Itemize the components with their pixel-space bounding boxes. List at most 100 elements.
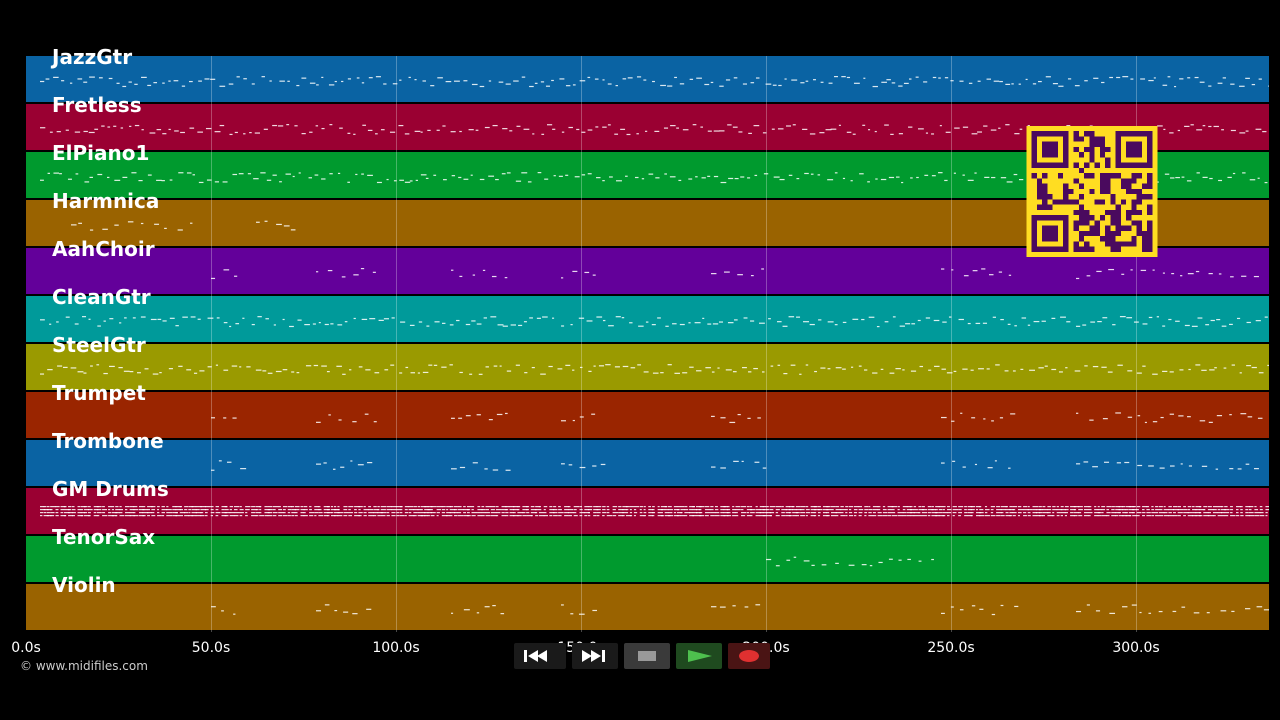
note <box>278 506 281 508</box>
note <box>449 506 454 508</box>
note <box>626 133 631 136</box>
note <box>300 515 305 517</box>
note <box>771 128 775 130</box>
note <box>773 176 780 178</box>
note <box>535 512 538 514</box>
note <box>122 176 128 178</box>
note <box>188 506 194 508</box>
stop-button[interactable] <box>624 643 670 669</box>
fast-forward-icon <box>582 650 605 662</box>
note <box>60 506 66 508</box>
note <box>1245 509 1249 511</box>
note <box>1169 413 1174 415</box>
note <box>918 512 921 514</box>
note <box>1192 515 1197 517</box>
note <box>663 127 669 129</box>
note <box>781 515 786 517</box>
grid-line <box>581 56 582 632</box>
note <box>538 512 544 514</box>
note <box>551 79 554 82</box>
note <box>399 79 402 81</box>
note <box>430 85 435 87</box>
note <box>264 506 268 508</box>
note <box>57 365 63 367</box>
note <box>699 512 703 514</box>
note <box>358 506 363 508</box>
note <box>1264 181 1268 184</box>
note <box>1230 129 1236 132</box>
play-button[interactable] <box>676 643 722 669</box>
note <box>1208 125 1212 128</box>
note <box>805 364 809 366</box>
note <box>459 130 462 133</box>
note <box>179 506 183 508</box>
note <box>1073 506 1080 508</box>
note <box>1239 132 1246 134</box>
note <box>282 512 286 514</box>
note <box>441 506 446 508</box>
note <box>505 469 511 471</box>
note <box>1136 509 1139 511</box>
note <box>587 515 591 517</box>
note <box>1076 463 1081 465</box>
note <box>424 512 429 514</box>
note <box>657 515 664 517</box>
note <box>77 506 81 508</box>
note <box>149 132 156 134</box>
note <box>728 177 734 180</box>
note <box>1199 509 1205 511</box>
note <box>454 506 458 508</box>
note <box>279 181 282 183</box>
note <box>47 369 53 371</box>
note <box>445 80 452 83</box>
note <box>457 509 464 511</box>
note <box>348 506 354 508</box>
note <box>1168 509 1174 511</box>
note <box>1038 515 1043 517</box>
note <box>810 509 817 511</box>
note <box>285 173 291 175</box>
note <box>779 178 785 181</box>
note <box>945 131 951 133</box>
note <box>1058 85 1064 87</box>
note <box>942 321 947 323</box>
note <box>497 324 504 326</box>
note <box>89 229 94 231</box>
fast-forward-button[interactable] <box>572 643 618 669</box>
note <box>967 506 973 508</box>
note <box>233 515 239 517</box>
note <box>766 506 769 508</box>
note <box>522 515 527 517</box>
note <box>1144 421 1147 424</box>
note <box>1008 467 1011 469</box>
note <box>890 133 894 135</box>
note <box>931 509 936 511</box>
note <box>600 463 606 466</box>
note <box>950 80 954 82</box>
note <box>545 85 551 87</box>
record-button[interactable] <box>728 643 770 669</box>
note <box>386 509 392 511</box>
note <box>1092 466 1098 468</box>
note <box>55 512 59 514</box>
note <box>536 317 541 319</box>
note <box>975 515 981 517</box>
note <box>219 85 226 87</box>
note <box>762 467 767 469</box>
note <box>652 506 655 508</box>
note <box>172 509 177 511</box>
note <box>660 515 664 517</box>
note <box>287 506 293 508</box>
note <box>50 512 55 514</box>
note <box>1076 277 1080 280</box>
rewind-button[interactable] <box>514 643 566 669</box>
note <box>282 515 288 517</box>
note <box>410 372 416 374</box>
note <box>426 325 430 327</box>
note <box>568 126 573 129</box>
note <box>622 515 625 517</box>
note <box>654 130 660 132</box>
note <box>648 515 654 517</box>
note <box>501 509 508 511</box>
note <box>766 512 772 514</box>
